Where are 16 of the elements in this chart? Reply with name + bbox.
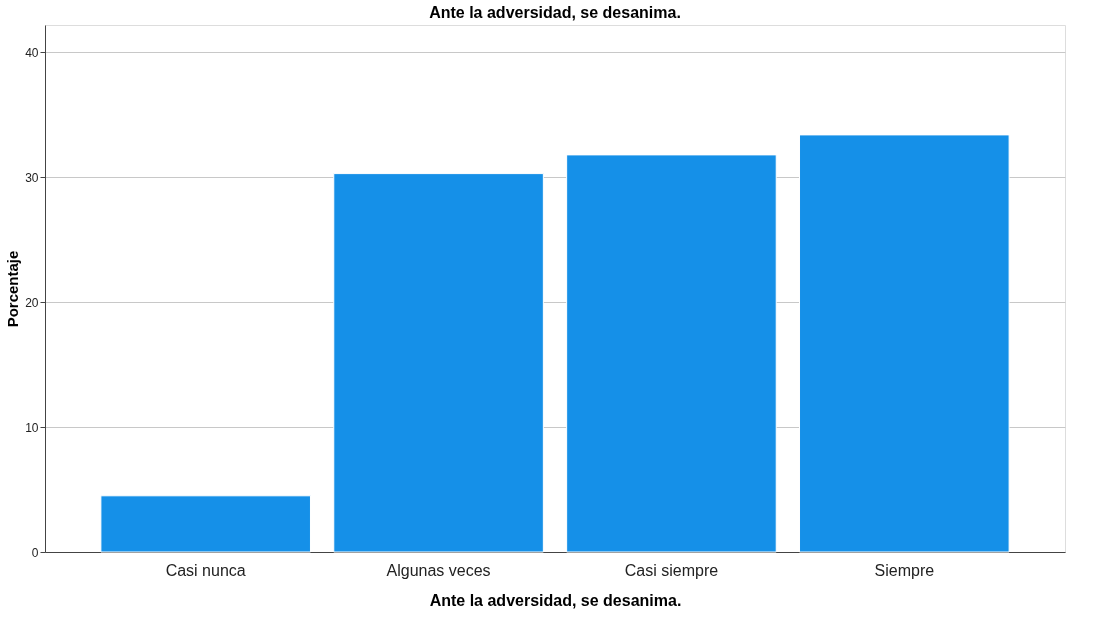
bar <box>333 173 544 553</box>
x-tick-label: Siempre <box>874 561 935 579</box>
bar <box>566 154 777 553</box>
x-axis-title: Ante la adversidad, se desanima. <box>429 591 682 609</box>
x-tick-label: Casi siempre <box>624 561 719 579</box>
chart-title: Ante la adversidad, se desanima. <box>429 4 681 21</box>
bar <box>799 134 1010 553</box>
y-tick-label: 30 <box>25 170 39 185</box>
x-tick-label: Algunas veces <box>386 561 491 579</box>
y-tick-label: 0 <box>31 545 39 560</box>
y-tick-label: 40 <box>25 45 39 60</box>
x-tick-label: Casi nunca <box>165 561 246 579</box>
y-tick-label: 10 <box>25 420 39 435</box>
y-tick-label: 20 <box>25 295 39 310</box>
bar <box>100 495 311 553</box>
y-axis-title: Porcentaje <box>4 250 22 328</box>
